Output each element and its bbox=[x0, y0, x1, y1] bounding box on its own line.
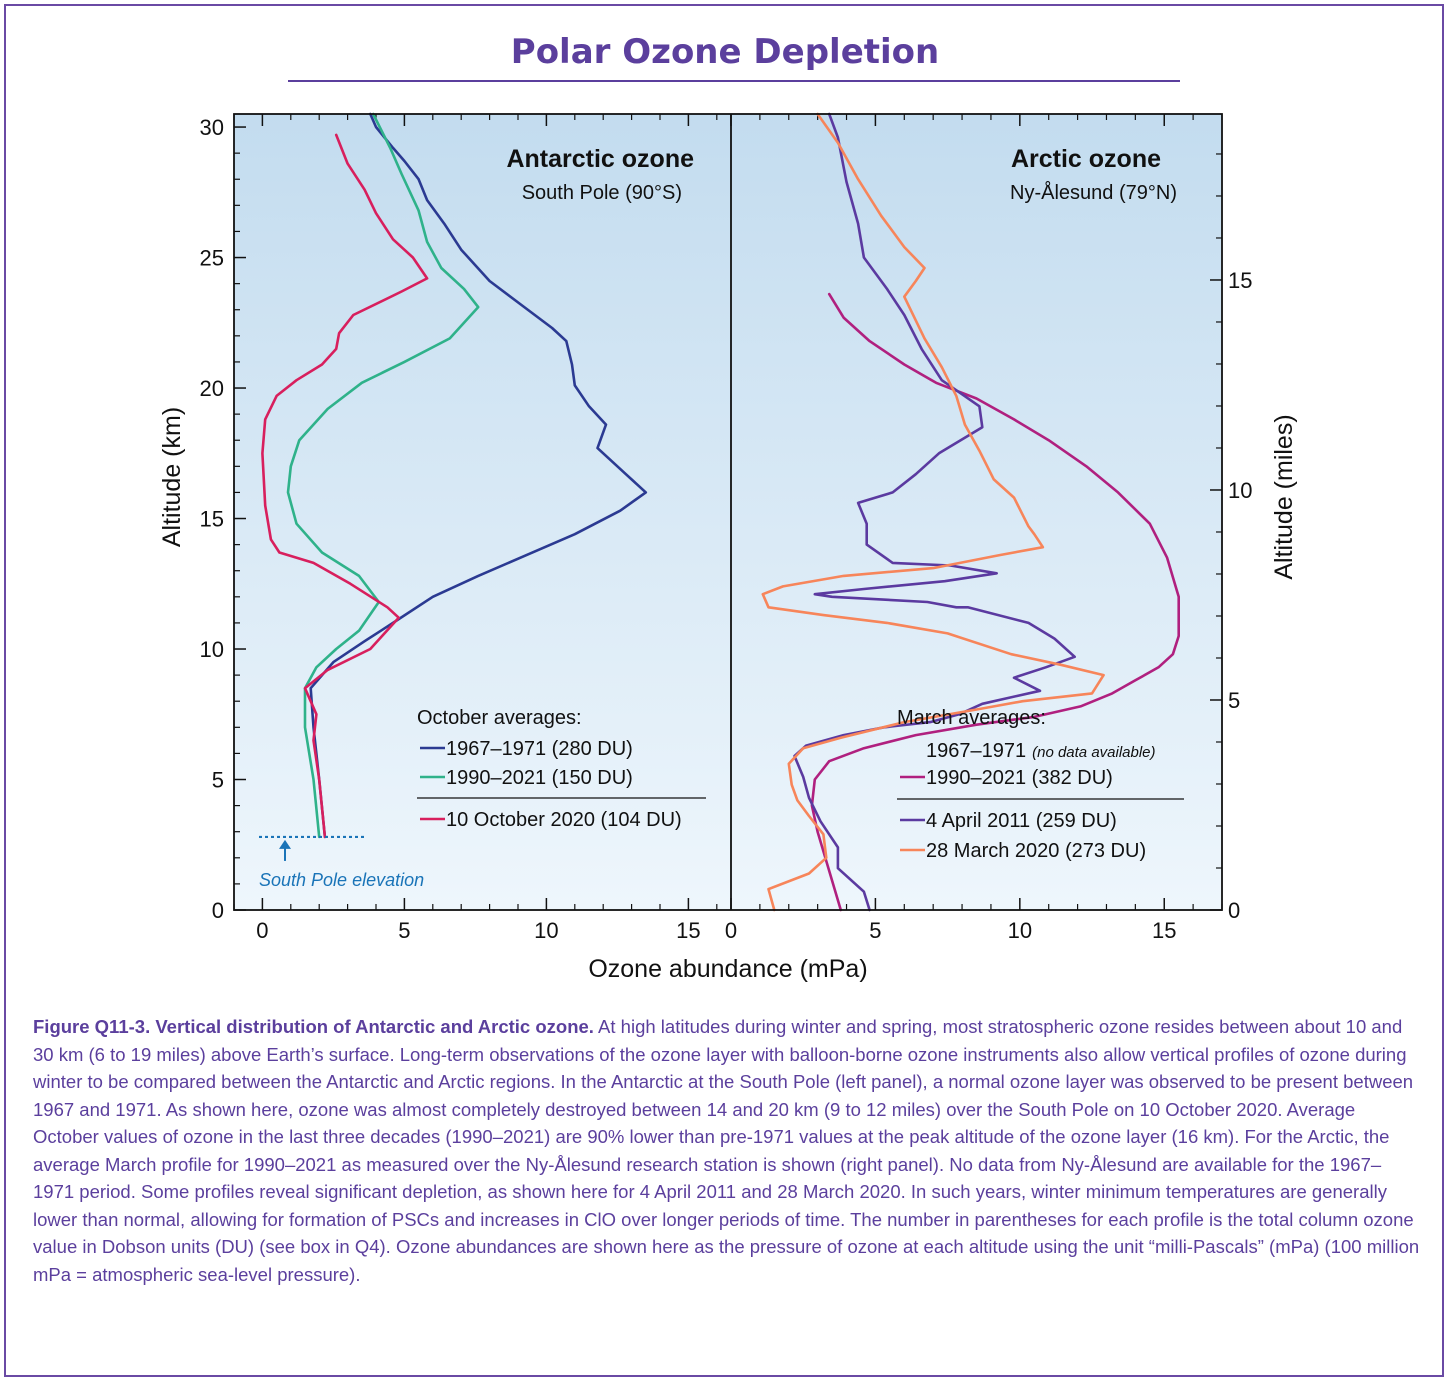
panel-subtitle: South Pole (90°S) bbox=[522, 182, 682, 204]
x-axis-label: Ozone abundance (mPa) bbox=[588, 955, 867, 983]
legend-label: 4 April 2011 (259 DU) bbox=[926, 810, 1117, 832]
legend-heading: March averages: bbox=[897, 707, 1046, 729]
caption-title: Figure Q11-3. Vertical distribution of A… bbox=[33, 1016, 594, 1037]
panel-background-2 bbox=[731, 114, 1222, 910]
x-tick-label: 5 bbox=[869, 918, 881, 943]
y-tick-label: 0 bbox=[212, 898, 224, 923]
x-tick-label: 15 bbox=[1152, 918, 1176, 943]
caption-body: At high latitudes during winter and spri… bbox=[33, 1016, 1420, 1285]
y-tick-right-label: 5 bbox=[1228, 688, 1240, 713]
y-tick-label: 25 bbox=[200, 246, 224, 271]
y-axis-label-right: Altitude (miles) bbox=[1270, 414, 1298, 579]
y-tick-right-label: 15 bbox=[1228, 268, 1252, 293]
elevation-label: South Pole elevation bbox=[259, 870, 424, 890]
y-axis-label-left: Altitude (km) bbox=[158, 407, 186, 547]
y-tick-label: 30 bbox=[200, 115, 224, 140]
series-line-1 bbox=[309, 112, 648, 839]
legend-heading: October averages: bbox=[417, 707, 582, 729]
plot-frame bbox=[233, 113, 1223, 911]
figure-caption: Figure Q11-3. Vertical distribution of A… bbox=[33, 1013, 1421, 1288]
y-tick-label: 10 bbox=[200, 637, 224, 662]
series-line-3 bbox=[761, 112, 1105, 912]
panel-title: Arctic ozone bbox=[1011, 145, 1161, 173]
x-tick-label: 5 bbox=[398, 918, 410, 943]
elevation-arrow-head bbox=[279, 839, 291, 849]
x-tick-label: 0 bbox=[725, 918, 737, 943]
legend-label: 1967–1971 (280 DU) bbox=[446, 738, 633, 760]
panel-subtitle: Ny-Ålesund (79°N) bbox=[1010, 181, 1177, 204]
y-tick-label: 20 bbox=[200, 376, 224, 401]
series-line-1 bbox=[810, 292, 1180, 912]
figure-frame bbox=[4, 4, 1444, 1377]
y-tick-right-label: 10 bbox=[1228, 478, 1252, 503]
series-line-3 bbox=[261, 133, 429, 839]
x-tick-label: 10 bbox=[534, 918, 558, 943]
panel-title: Antarctic ozone bbox=[506, 145, 694, 173]
figure-title: Polar Ozone Depletion bbox=[510, 32, 940, 72]
legend-label: 1990–2021 (150 DU) bbox=[446, 767, 633, 789]
legend-note: (no data available) bbox=[1032, 744, 1155, 761]
legend-label: 1967–1971 (no data available) bbox=[926, 740, 1156, 762]
x-tick-label: 10 bbox=[1008, 918, 1032, 943]
x-tick-label: 15 bbox=[676, 918, 700, 943]
x-tick-label: 0 bbox=[256, 918, 268, 943]
legend-label: 28 March 2020 (273 DU) bbox=[926, 840, 1146, 862]
title-underline bbox=[288, 80, 1180, 82]
legend-label: 1990–2021 (382 DU) bbox=[926, 767, 1113, 789]
series-line-2 bbox=[286, 112, 480, 839]
y-tick-label: 15 bbox=[200, 507, 224, 532]
ozone-profile-chart: 0 5 10 15 Antarctic ozone South Pole (90°S) So… bbox=[158, 112, 1298, 983]
y-tick-label: 5 bbox=[212, 768, 224, 793]
y-tick-right-label: 0 bbox=[1228, 898, 1240, 923]
legend-label: 10 October 2020 (104 DU) bbox=[446, 809, 682, 831]
panel-background-1 bbox=[234, 114, 731, 910]
